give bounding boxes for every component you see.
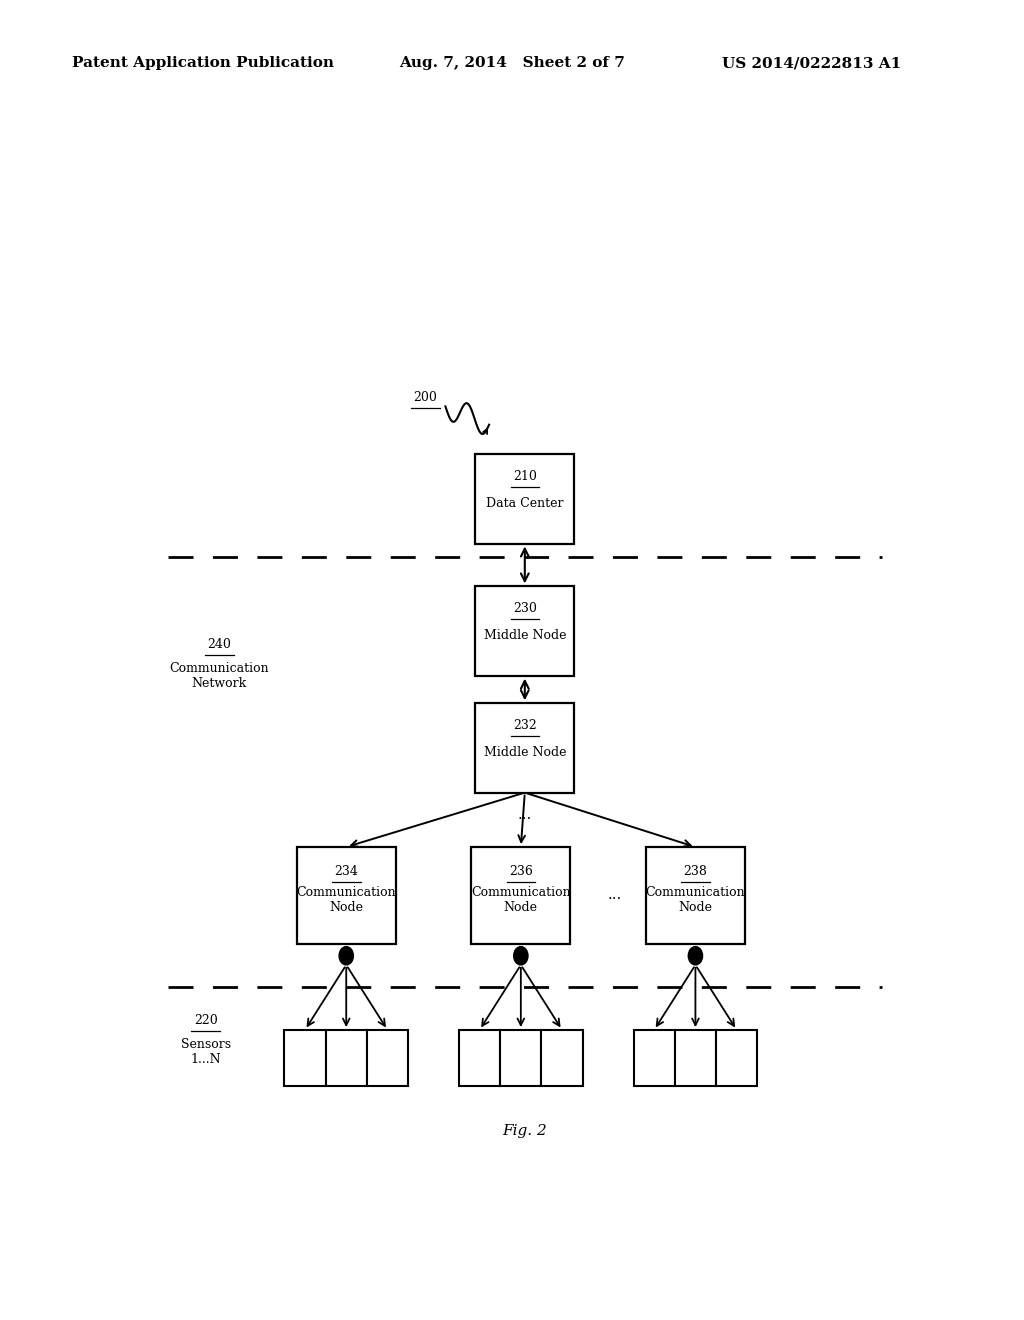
FancyBboxPatch shape: [367, 1030, 409, 1086]
FancyBboxPatch shape: [716, 1030, 758, 1086]
Text: Data Center: Data Center: [486, 496, 563, 510]
Text: 238: 238: [683, 865, 708, 878]
FancyBboxPatch shape: [675, 1030, 716, 1086]
Text: Aug. 7, 2014   Sheet 2 of 7: Aug. 7, 2014 Sheet 2 of 7: [399, 57, 626, 70]
Text: 230: 230: [513, 602, 537, 615]
Text: Communication
Network: Communication Network: [169, 661, 269, 689]
Text: ...: ...: [607, 888, 622, 903]
Text: Middle Node: Middle Node: [483, 630, 566, 642]
FancyBboxPatch shape: [634, 1030, 675, 1086]
FancyBboxPatch shape: [500, 1030, 542, 1086]
FancyBboxPatch shape: [471, 847, 570, 944]
FancyBboxPatch shape: [542, 1030, 583, 1086]
Text: 232: 232: [513, 719, 537, 731]
Text: Patent Application Publication: Patent Application Publication: [72, 57, 334, 70]
FancyBboxPatch shape: [475, 586, 574, 676]
FancyBboxPatch shape: [326, 1030, 367, 1086]
Text: 210: 210: [513, 470, 537, 483]
FancyBboxPatch shape: [646, 847, 745, 944]
Text: 234: 234: [334, 865, 358, 878]
Text: Communication
Node: Communication Node: [645, 886, 745, 915]
Text: Communication
Node: Communication Node: [296, 886, 396, 915]
FancyBboxPatch shape: [297, 847, 396, 944]
Text: 240: 240: [207, 639, 231, 651]
Text: Sensors
1...N: Sensors 1...N: [180, 1038, 230, 1065]
Circle shape: [339, 946, 353, 965]
Circle shape: [688, 946, 702, 965]
Text: Middle Node: Middle Node: [483, 746, 566, 759]
Text: 200: 200: [414, 391, 437, 404]
Text: Communication
Node: Communication Node: [471, 886, 570, 915]
Text: US 2014/0222813 A1: US 2014/0222813 A1: [722, 57, 901, 70]
Text: 220: 220: [194, 1015, 218, 1027]
Text: 236: 236: [509, 865, 532, 878]
FancyBboxPatch shape: [459, 1030, 500, 1086]
Text: Fig. 2: Fig. 2: [503, 1125, 547, 1138]
Circle shape: [514, 946, 528, 965]
FancyBboxPatch shape: [285, 1030, 326, 1086]
Text: ...: ...: [518, 808, 531, 822]
FancyBboxPatch shape: [475, 704, 574, 792]
FancyBboxPatch shape: [475, 454, 574, 544]
